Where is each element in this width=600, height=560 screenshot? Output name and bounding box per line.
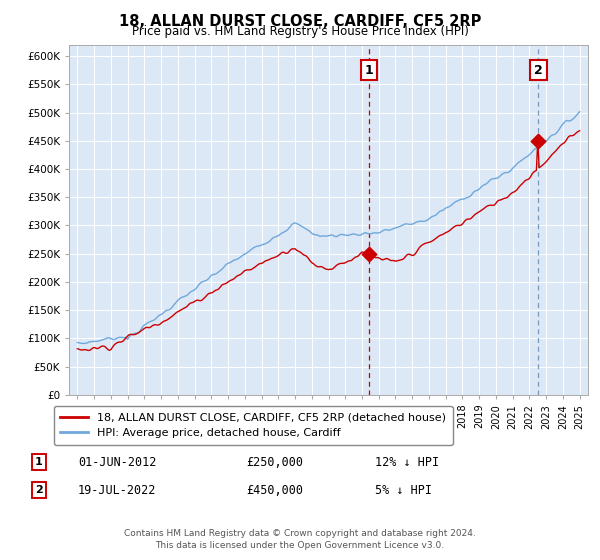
Text: £250,000: £250,000 xyxy=(246,455,303,469)
Text: 18, ALLAN DURST CLOSE, CARDIFF, CF5 2RP: 18, ALLAN DURST CLOSE, CARDIFF, CF5 2RP xyxy=(119,14,481,29)
Text: £450,000: £450,000 xyxy=(246,483,303,497)
Text: 2: 2 xyxy=(35,485,43,495)
Text: 1: 1 xyxy=(35,457,43,467)
Text: 1: 1 xyxy=(365,64,373,77)
Point xyxy=(533,136,543,145)
Text: 01-JUN-2012: 01-JUN-2012 xyxy=(78,455,157,469)
Legend: 18, ALLAN DURST CLOSE, CARDIFF, CF5 2RP (detached house), HPI: Average price, de: 18, ALLAN DURST CLOSE, CARDIFF, CF5 2RP … xyxy=(53,406,452,445)
Text: 2: 2 xyxy=(534,64,543,77)
Text: Price paid vs. HM Land Registry's House Price Index (HPI): Price paid vs. HM Land Registry's House … xyxy=(131,25,469,38)
Text: 5% ↓ HPI: 5% ↓ HPI xyxy=(375,483,432,497)
Text: 19-JUL-2022: 19-JUL-2022 xyxy=(78,483,157,497)
Text: Contains HM Land Registry data © Crown copyright and database right 2024.
This d: Contains HM Land Registry data © Crown c… xyxy=(124,529,476,550)
Text: 12% ↓ HPI: 12% ↓ HPI xyxy=(375,455,439,469)
Point xyxy=(364,249,374,258)
